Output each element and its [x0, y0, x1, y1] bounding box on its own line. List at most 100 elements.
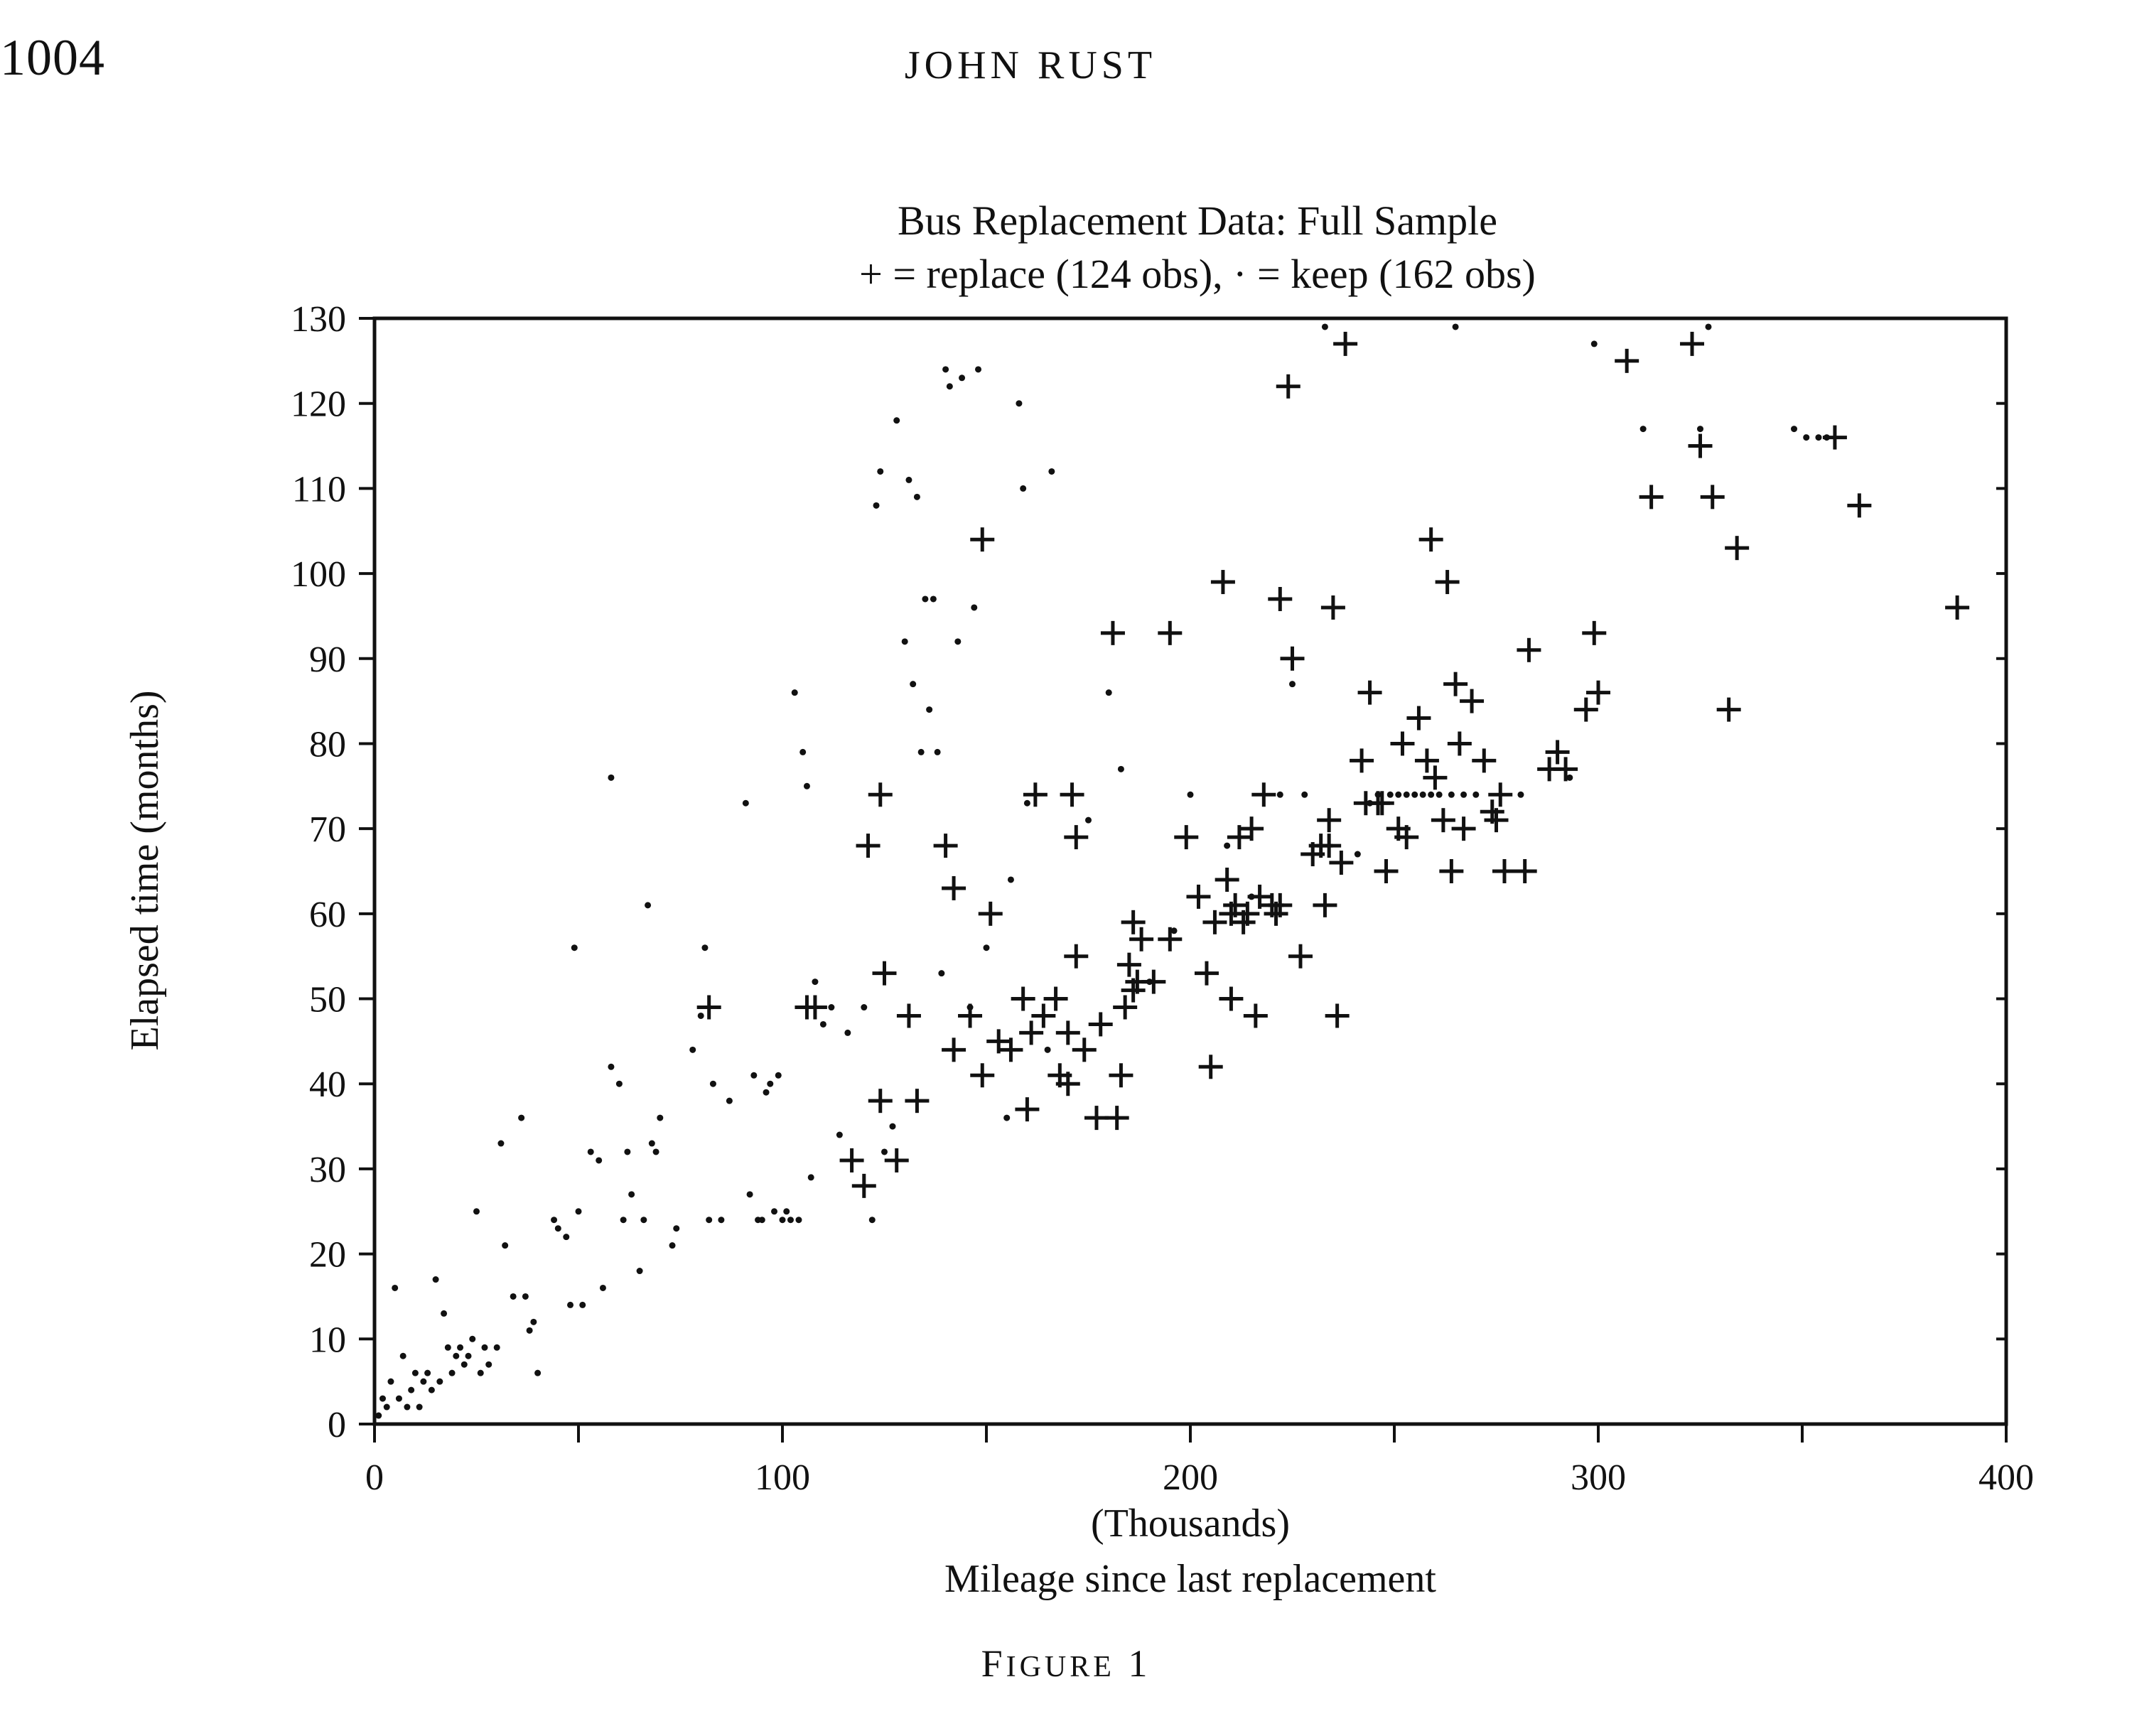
- keep-point: [518, 1114, 525, 1121]
- y-tick-label: 20: [309, 1235, 346, 1276]
- replace-point: [1443, 672, 1468, 696]
- replace-point: [1158, 620, 1183, 645]
- keep-point: [571, 944, 578, 951]
- replace-point: [868, 1089, 893, 1114]
- replace-point: [1333, 331, 1358, 356]
- keep-point: [1187, 791, 1194, 798]
- replace-point: [1945, 595, 1970, 620]
- y-tick-label: 130: [291, 299, 346, 340]
- keep-point: [942, 366, 949, 373]
- replace-point: [868, 782, 893, 807]
- keep-point: [485, 1361, 492, 1368]
- replace-point: [1210, 570, 1235, 595]
- figure-caption: FIGURE 1: [853, 1641, 1279, 1686]
- replace-point: [1104, 1106, 1129, 1131]
- keep-point: [534, 1369, 542, 1376]
- keep-point: [1411, 791, 1418, 798]
- keep-point: [395, 1395, 402, 1402]
- keep-point: [1517, 791, 1524, 798]
- y-tick-label: 70: [309, 809, 346, 850]
- keep-point: [469, 1335, 476, 1342]
- keep-point: [697, 1012, 704, 1019]
- chart-title: Bus Replacement Data: Full Sample: [898, 198, 1497, 244]
- keep-point: [502, 1242, 509, 1249]
- keep-point: [457, 1344, 464, 1351]
- keep-point: [1020, 485, 1027, 492]
- replace-point: [1492, 859, 1517, 883]
- keep-point: [1590, 340, 1598, 347]
- keep-point: [803, 782, 810, 789]
- keep-point: [1023, 799, 1030, 807]
- keep-point: [441, 1310, 448, 1317]
- keep-point: [779, 1217, 786, 1224]
- keep-point: [383, 1403, 390, 1411]
- replace-point: [998, 1037, 1023, 1062]
- replace-point: [1573, 697, 1598, 722]
- keep-point: [1170, 927, 1178, 934]
- keep-point: [758, 1217, 765, 1224]
- replace-point: [1350, 748, 1374, 773]
- keep-point: [575, 1208, 582, 1215]
- replace-point: [1439, 859, 1464, 883]
- replace-point: [1329, 851, 1354, 875]
- replace-point: [958, 1003, 983, 1028]
- replace-point: [896, 1003, 921, 1028]
- keep-point: [1566, 774, 1573, 781]
- keep-point: [526, 1327, 533, 1334]
- keep-point: [1403, 791, 1410, 798]
- replace-point: [1317, 834, 1342, 858]
- replace-point: [1369, 791, 1394, 816]
- keep-point: [669, 1242, 676, 1249]
- keep-point: [975, 366, 982, 373]
- keep-point: [889, 1123, 896, 1130]
- replace-point: [1088, 1012, 1113, 1037]
- running-head-author: JOHN RUST: [904, 43, 1157, 87]
- keep-point: [1321, 323, 1328, 330]
- keep-point: [946, 383, 953, 390]
- keep-point: [901, 638, 908, 645]
- replace-point: [970, 527, 995, 552]
- keep-point: [926, 706, 933, 713]
- keep-point: [551, 1217, 558, 1224]
- keep-point: [1705, 323, 1712, 330]
- keep-point: [930, 595, 937, 603]
- replace-point: [856, 834, 881, 858]
- caption-first-letter: F: [981, 1642, 1006, 1685]
- replace-point: [1390, 731, 1415, 756]
- replace-point: [1700, 485, 1725, 510]
- keep-point: [775, 1072, 782, 1079]
- y-tick-label: 40: [309, 1064, 346, 1105]
- keep-point: [905, 476, 912, 483]
- replace-point: [1247, 884, 1272, 909]
- keep-point: [563, 1234, 570, 1241]
- replace-point: [1239, 816, 1264, 841]
- keep-point: [787, 1217, 794, 1224]
- keep-point: [387, 1378, 394, 1385]
- keep-point: [379, 1395, 386, 1402]
- keep-point: [783, 1208, 790, 1215]
- y-tick-label: 0: [328, 1405, 346, 1445]
- keep-point: [844, 1029, 851, 1036]
- replace-point: [933, 834, 958, 858]
- replace-point: [1121, 910, 1146, 934]
- keep-point: [1639, 426, 1647, 433]
- keep-point: [567, 1301, 574, 1308]
- replace-point: [851, 1173, 876, 1198]
- keep-point: [453, 1352, 460, 1359]
- keep-point: [624, 1148, 631, 1155]
- keep-point: [767, 1080, 774, 1087]
- replace-point: [1288, 944, 1313, 969]
- keep-point: [636, 1268, 643, 1275]
- keep-point: [1436, 791, 1443, 798]
- replace-point: [696, 995, 721, 1020]
- replace-point: [1472, 748, 1497, 773]
- replace-point: [1512, 859, 1537, 883]
- keep-point: [917, 748, 925, 755]
- replace-point: [905, 1089, 930, 1114]
- keep-point: [1276, 791, 1283, 798]
- replace-point: [1129, 927, 1154, 951]
- replace-point: [1460, 689, 1485, 713]
- replace-point: [1586, 680, 1610, 705]
- keep-point: [657, 1114, 664, 1121]
- keep-point: [877, 468, 884, 475]
